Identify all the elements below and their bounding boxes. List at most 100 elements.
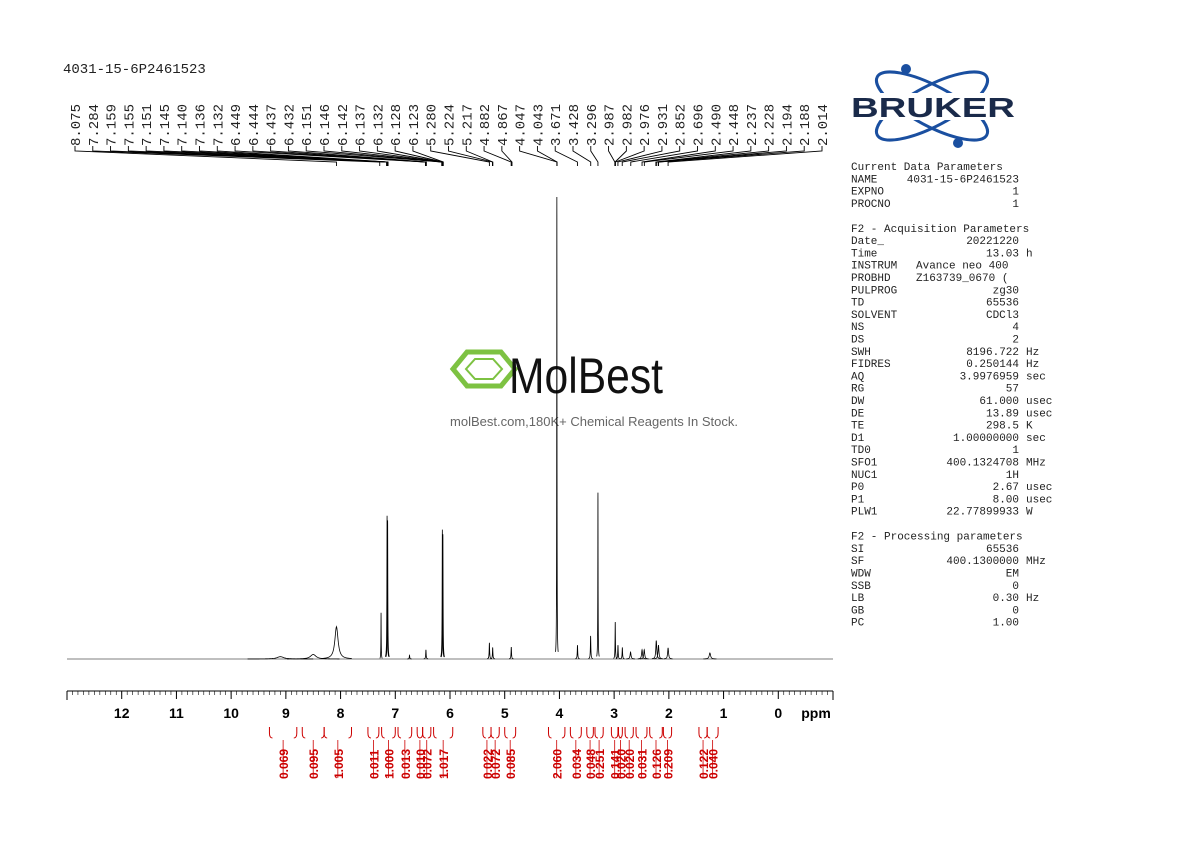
parameter-key: TD <box>851 298 865 310</box>
peak-label: 2.228 <box>763 104 779 146</box>
integral-bracket <box>422 727 432 739</box>
peak <box>490 647 495 660</box>
parameter-unit: Hz <box>1026 593 1039 605</box>
peak-label: 7.284 <box>87 104 103 146</box>
parameter-value: 61.000 <box>979 396 1019 408</box>
peak <box>588 635 593 660</box>
parameter-value: 2.67 <box>993 482 1019 494</box>
integral-bracket <box>569 727 582 739</box>
peak <box>440 534 445 658</box>
peak-label: 3.428 <box>567 104 583 146</box>
peak <box>384 515 390 657</box>
parameter-key: P0 <box>851 482 864 494</box>
integral-bracket <box>586 727 594 739</box>
parameter-key: PLW1 <box>851 507 878 519</box>
parameter-key: SFO1 <box>851 458 878 470</box>
peak-label-leader <box>74 146 337 166</box>
peak-label: 6.137 <box>354 104 370 146</box>
integral-label: 0.126 <box>650 749 664 779</box>
peak-label-leader <box>394 146 444 166</box>
peak-label: 5.217 <box>460 104 476 146</box>
peak-label-leader <box>287 146 427 166</box>
integral-label: 1.005 <box>332 749 346 779</box>
parameter-key: PROCNO <box>851 199 891 211</box>
parameter-value: 1H <box>1006 470 1019 482</box>
parameter-unit: Hz <box>1026 347 1039 359</box>
peak-label-leader <box>617 146 663 166</box>
parameter-key: LB <box>851 593 865 605</box>
x-tick-label: 8 <box>337 705 345 721</box>
parameter-section-title: F2 - Acquisition Parameters <box>851 224 1029 236</box>
integral-bracket <box>301 727 325 739</box>
integral-label: 0.040 <box>707 749 721 779</box>
peak-label-leader <box>536 146 558 166</box>
parameter-value: 4031-15-6P2461523 <box>907 174 1019 186</box>
peak-label-leader <box>572 146 592 166</box>
integral-bracket <box>618 727 623 739</box>
peak-label: 2.696 <box>692 104 708 146</box>
parameter-key: Date_ <box>851 236 884 248</box>
integral-bracket <box>698 727 708 739</box>
peak-label-leader <box>483 146 512 166</box>
integral-label: 2.060 <box>551 749 565 779</box>
peak-label: 7.151 <box>140 104 156 146</box>
x-tick-label: 7 <box>391 705 399 721</box>
peak-label: 8.075 <box>69 104 85 146</box>
peak <box>596 492 600 657</box>
parameter-value: 65536 <box>986 298 1019 310</box>
parameter-unit: MHz <box>1026 556 1046 568</box>
integral-bracket <box>433 727 454 739</box>
x-tick-label: 12 <box>114 705 130 721</box>
parameter-unit: usec <box>1026 482 1052 494</box>
integral-label: 1.017 <box>437 749 451 779</box>
peak-label-leader <box>430 146 490 166</box>
parameter-key: NAME <box>851 174 878 186</box>
peak-label-leader <box>554 146 578 166</box>
parameter-value: 0 <box>1012 605 1019 617</box>
peak-label: 7.145 <box>158 104 174 146</box>
peak <box>385 520 390 658</box>
peak-label-leader <box>92 146 381 166</box>
integral-bracket <box>323 727 353 739</box>
parameter-unit: usec <box>1026 408 1052 420</box>
peak <box>555 196 559 652</box>
parameter-key: P1 <box>851 494 865 506</box>
parameter-key: AQ <box>851 371 865 383</box>
peak-label-leader <box>216 146 389 166</box>
x-tick-label: 6 <box>446 705 454 721</box>
parameter-key: SF <box>851 556 864 568</box>
peak <box>639 648 649 660</box>
integral-label: 1.000 <box>382 749 396 779</box>
parameter-unit: W <box>1026 507 1033 519</box>
x-tick-label: 9 <box>282 705 290 721</box>
parameter-value: 1 <box>1012 187 1019 199</box>
parameter-key: NS <box>851 322 865 334</box>
peak <box>440 529 445 658</box>
logo-dot <box>953 138 963 148</box>
parameter-key: DE <box>851 408 865 420</box>
logo-orbit <box>874 70 990 142</box>
peak-label: 2.490 <box>709 104 725 146</box>
peak-label: 6.128 <box>389 104 405 146</box>
integral-label: 0.095 <box>307 749 321 779</box>
peak-label: 2.188 <box>798 104 814 146</box>
peak-label-leader <box>621 146 681 166</box>
peak-label-leader <box>641 146 716 166</box>
peak-label-leader <box>412 146 444 166</box>
parameter-unit: MHz <box>1026 458 1046 470</box>
parameter-value: 298.5 <box>986 421 1019 433</box>
parameter-value: 400.1324708 <box>946 458 1019 470</box>
peak-label: 6.449 <box>229 104 245 146</box>
integral-label: 0.034 <box>570 749 584 779</box>
peak-label: 3.296 <box>585 104 601 146</box>
parameter-key: EXPNO <box>851 187 884 199</box>
peak-label: 6.151 <box>300 104 316 146</box>
integral-bracket <box>610 727 619 739</box>
integral-label: 0.013 <box>399 749 413 779</box>
parameter-unit: sec <box>1026 371 1046 383</box>
peak-label-leader <box>630 146 698 166</box>
integral-bracket <box>482 727 492 739</box>
parameter-value: 0.250144 <box>966 359 1019 371</box>
integral-bracket <box>416 727 424 739</box>
peak <box>615 645 621 660</box>
